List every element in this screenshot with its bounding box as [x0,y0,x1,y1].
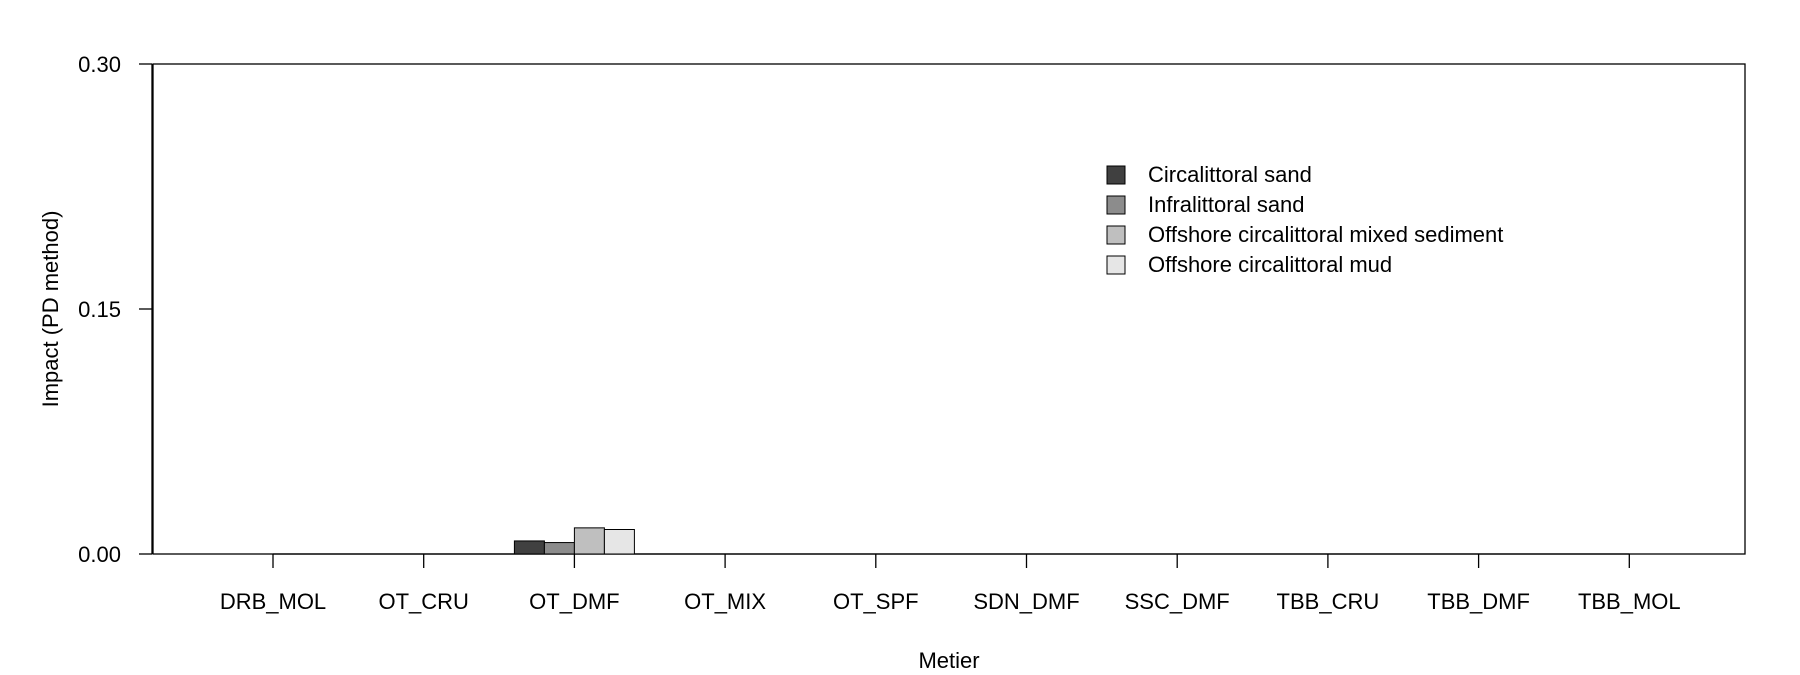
y-tick-label: 0.30 [78,52,121,77]
x-tick-label: OT_SPF [833,589,919,614]
bars [513,527,635,555]
x-axis-label: Metier [918,648,979,673]
legend-label: Circalittoral sand [1148,162,1312,187]
x-tick-label: TBB_CRU [1277,589,1380,614]
plot-frame [152,63,1746,555]
legend-swatch [1106,165,1126,185]
bar [543,542,575,555]
legend-label: Infralittoral sand [1148,192,1305,217]
bar [573,527,605,555]
x-axis: DRB_MOL OT_CRU OT_DMF OT_MIX OT_SPF SDN_DMF SS… [220,553,1681,614]
x-tick-label: SSC_DMF [1125,589,1230,614]
bar [603,529,635,555]
x-tick-label: TBB_DMF [1427,589,1530,614]
legend-label: Offshore circalittoral mud [1148,252,1392,277]
x-tick-label: OT_MIX [684,589,766,614]
x-tick-label: OT_DMF [529,589,619,614]
y-tick-label: 0.15 [78,297,121,322]
y-axis: 0.00 0.15 0.30 [78,52,153,567]
legend-label: Offshore circalittoral mixed sediment [1148,222,1503,247]
legend: Circalittoral sand Infralittoral sand Offs… [1106,162,1503,277]
legend-swatch [1106,255,1126,275]
y-axis-label: Impact (PD method) [38,211,63,408]
x-tick-label: SDN_DMF [973,589,1079,614]
x-tick-label: OT_CRU [378,589,468,614]
bar [513,540,545,555]
legend-swatch [1106,225,1126,245]
y-tick-label: 0.00 [78,542,121,567]
legend-swatch [1106,195,1126,215]
x-tick-label: TBB_MOL [1578,589,1681,614]
x-tick-label: DRB_MOL [220,589,326,614]
